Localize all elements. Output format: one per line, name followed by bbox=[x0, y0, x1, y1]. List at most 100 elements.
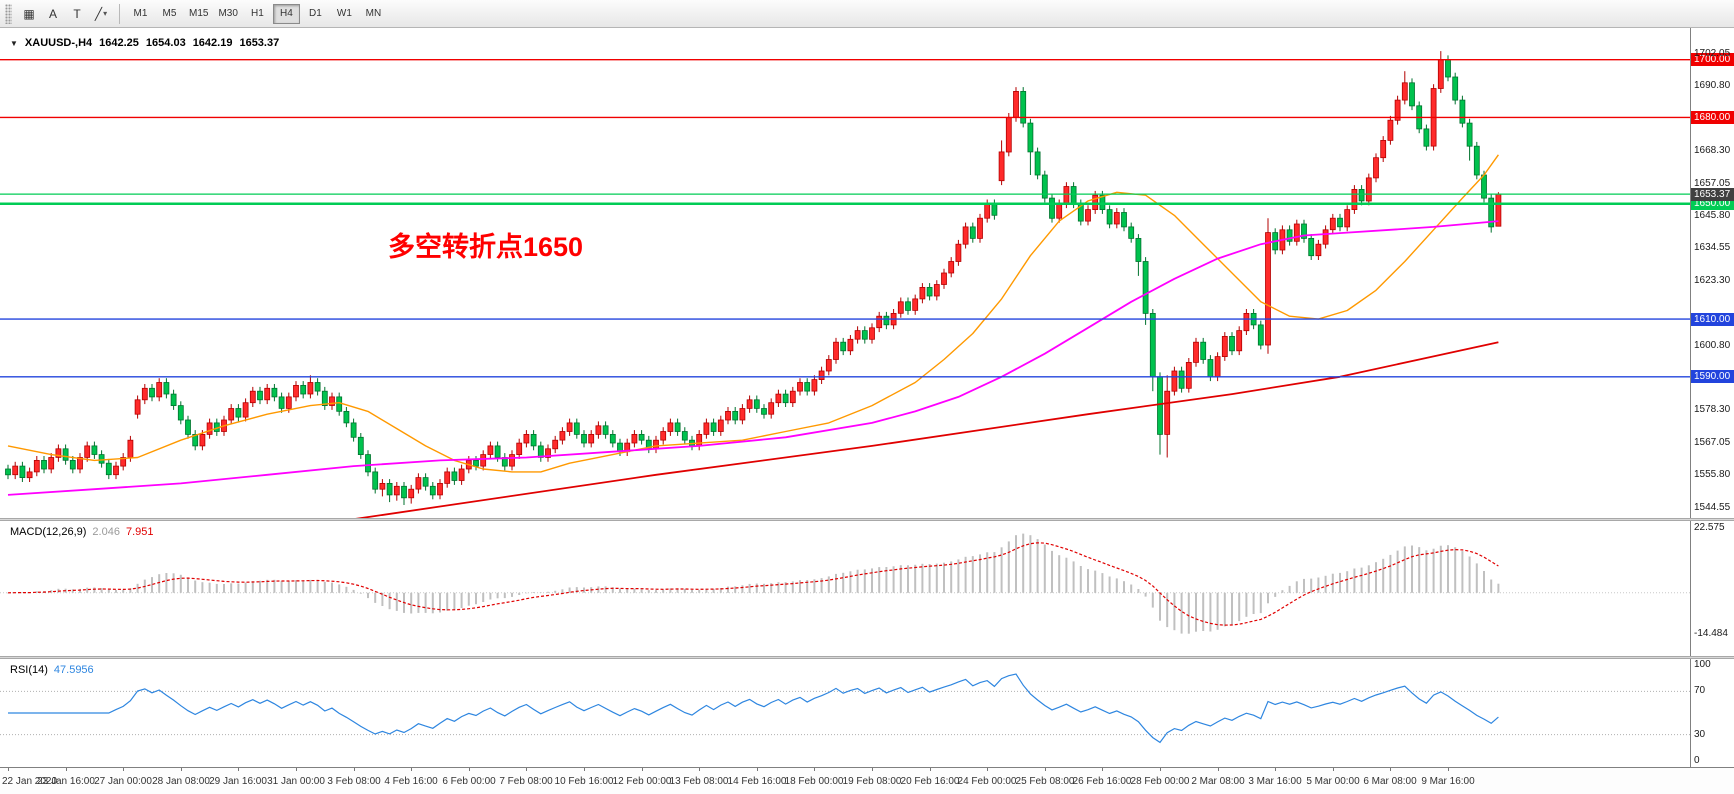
price-tag-1680.00: 1680.00 bbox=[1691, 111, 1734, 124]
time-tick bbox=[123, 768, 124, 771]
toolbar-grip[interactable] bbox=[5, 3, 12, 24]
candlestick-canvas[interactable] bbox=[0, 28, 1690, 518]
rsi-value: 47.5956 bbox=[53, 664, 94, 676]
time-tick bbox=[1045, 768, 1046, 771]
time-label: 5 Mar 00:00 bbox=[1306, 776, 1360, 787]
time-label: 6 Mar 08:00 bbox=[1363, 776, 1417, 787]
time-tick bbox=[930, 768, 931, 771]
price-chart-panel: ▼ XAUUSD-,H4 1642.25 1654.03 1642.19 165… bbox=[0, 28, 1734, 518]
time-label: 4 Feb 16:00 bbox=[384, 776, 438, 787]
toolbar-separator bbox=[119, 3, 120, 24]
ohlc-low: 1642.19 bbox=[192, 37, 233, 49]
tab-timeframe-M1[interactable]: M1 bbox=[127, 4, 154, 24]
macd-chart[interactable]: MACD(12,26,9) 2.046 7.951 bbox=[0, 521, 1690, 656]
time-tick bbox=[1390, 768, 1391, 771]
rsi-tick: 100 bbox=[1694, 659, 1711, 670]
time-tick bbox=[526, 768, 527, 771]
time-tick bbox=[584, 768, 585, 771]
time-label: 7 Feb 08:00 bbox=[499, 776, 553, 787]
cursor-tool-button[interactable]: A bbox=[41, 3, 65, 25]
timeframe-group: M1 M5 M15 M30 H1 H4 D1 W1 MN bbox=[126, 3, 388, 24]
time-label: 26 Feb 16:00 bbox=[1072, 776, 1132, 787]
macd-label: MACD(12,26,9) 2.046 7.951 bbox=[10, 526, 153, 538]
macd-axis[interactable]: 22.575 -14.484 bbox=[1690, 521, 1734, 656]
time-tick bbox=[8, 768, 9, 771]
time-tick bbox=[1333, 768, 1334, 771]
time-tick bbox=[757, 768, 758, 771]
time-label: 13 Feb 08:00 bbox=[669, 776, 729, 787]
trendline-icon: ╱ bbox=[94, 6, 103, 21]
panel-separator[interactable] bbox=[0, 518, 1734, 521]
draw-tools-button[interactable]: ╱ ▾ bbox=[89, 3, 113, 25]
rsi-label: RSI(14) 47.5956 bbox=[10, 664, 94, 676]
text-tool-button[interactable]: T bbox=[65, 3, 89, 25]
time-axis[interactable]: 22 Jan 2020 23 Jan 16:00 27 Jan 00:00 28 Ja… bbox=[0, 767, 1734, 794]
time-tick bbox=[354, 768, 355, 771]
tab-timeframe-W1[interactable]: W1 bbox=[331, 4, 358, 24]
time-label: 24 Feb 00:00 bbox=[957, 776, 1017, 787]
rsi-tick: 70 bbox=[1694, 685, 1706, 696]
time-label: 27 Jan 00:00 bbox=[94, 776, 152, 787]
price-tag-1590.00: 1590.00 bbox=[1691, 370, 1734, 383]
price-tick: 1634.55 bbox=[1694, 242, 1731, 253]
time-label: 9 Mar 16:00 bbox=[1421, 776, 1475, 787]
time-label: 6 Feb 00:00 bbox=[442, 776, 496, 787]
ohlc-open: 1642.25 bbox=[99, 37, 139, 49]
time-label: 3 Feb 08:00 bbox=[327, 776, 381, 787]
charts-grid-button[interactable]: ▦ bbox=[17, 3, 41, 25]
time-label: 2 Mar 08:00 bbox=[1191, 776, 1245, 787]
grid-icon: ▦ bbox=[23, 6, 35, 21]
macd-name: MACD(12,26,9) bbox=[10, 526, 87, 538]
price-tick: 1578.30 bbox=[1694, 404, 1731, 415]
macd-panel: MACD(12,26,9) 2.046 7.951 22.575 -14.484 bbox=[0, 521, 1734, 656]
time-label: 29 Jan 16:00 bbox=[209, 776, 267, 787]
tab-timeframe-M15[interactable]: M15 bbox=[185, 4, 212, 24]
text-icon: T bbox=[73, 6, 81, 21]
rsi-chart[interactable]: RSI(14) 47.5956 bbox=[0, 659, 1690, 767]
panel-separator[interactable] bbox=[0, 656, 1734, 659]
macd-tick: 22.575 bbox=[1694, 522, 1725, 533]
time-label: 28 Feb 00:00 bbox=[1130, 776, 1190, 787]
macd-signal-value: 7.951 bbox=[125, 526, 154, 538]
time-label: 22 Jan 2020 bbox=[2, 776, 58, 787]
time-label: 25 Feb 08:00 bbox=[1015, 776, 1075, 787]
price-chart[interactable]: ▼ XAUUSD-,H4 1642.25 1654.03 1642.19 165… bbox=[0, 28, 1690, 518]
price-tick: 1690.80 bbox=[1694, 80, 1731, 91]
time-tick bbox=[872, 768, 873, 771]
cursor-icon: A bbox=[48, 6, 57, 21]
time-label: 18 Feb 00:00 bbox=[784, 776, 844, 787]
time-label: 23 Jan 16:00 bbox=[37, 776, 95, 787]
time-tick bbox=[469, 768, 470, 771]
time-tick bbox=[411, 768, 412, 771]
time-tick bbox=[1448, 768, 1449, 771]
time-tick bbox=[181, 768, 182, 771]
tab-timeframe-M5[interactable]: M5 bbox=[156, 4, 183, 24]
macd-canvas[interactable] bbox=[0, 521, 1690, 656]
time-tick bbox=[1275, 768, 1276, 771]
tab-timeframe-H4[interactable]: H4 bbox=[272, 3, 300, 24]
macd-main-value: 2.046 bbox=[92, 526, 120, 538]
tab-timeframe-H1[interactable]: H1 bbox=[244, 4, 271, 24]
time-tick bbox=[1160, 768, 1161, 771]
time-tick bbox=[296, 768, 297, 771]
price-tick: 1555.80 bbox=[1694, 469, 1731, 480]
tab-timeframe-D1[interactable]: D1 bbox=[302, 4, 329, 24]
price-axis[interactable]: 1700.00 1680.00 1650.00 1610.00 1590.00 1653.… bbox=[1690, 28, 1734, 518]
price-tag-1700.00: 1700.00 bbox=[1691, 53, 1734, 66]
time-label: 31 Jan 00:00 bbox=[267, 776, 325, 787]
symbol-dropdown-icon[interactable]: ▼ bbox=[10, 38, 18, 48]
price-tag-1610.00: 1610.00 bbox=[1691, 313, 1734, 326]
price-tick: 1645.80 bbox=[1694, 210, 1731, 221]
rsi-canvas[interactable] bbox=[0, 659, 1690, 767]
time-tick bbox=[1102, 768, 1103, 771]
tab-timeframe-M30[interactable]: M30 bbox=[214, 4, 241, 24]
rsi-name: RSI(14) bbox=[10, 664, 48, 676]
time-label: 10 Feb 16:00 bbox=[554, 776, 614, 787]
tab-timeframe-MN[interactable]: MN bbox=[360, 4, 387, 24]
time-label: 20 Feb 16:00 bbox=[900, 776, 960, 787]
price-tick: 1623.30 bbox=[1694, 275, 1731, 286]
rsi-axis[interactable]: 100 70 30 0 bbox=[1690, 659, 1734, 767]
text-annotation[interactable]: 多空转折点1650 bbox=[388, 232, 584, 262]
price-tick: 1600.80 bbox=[1694, 340, 1731, 351]
